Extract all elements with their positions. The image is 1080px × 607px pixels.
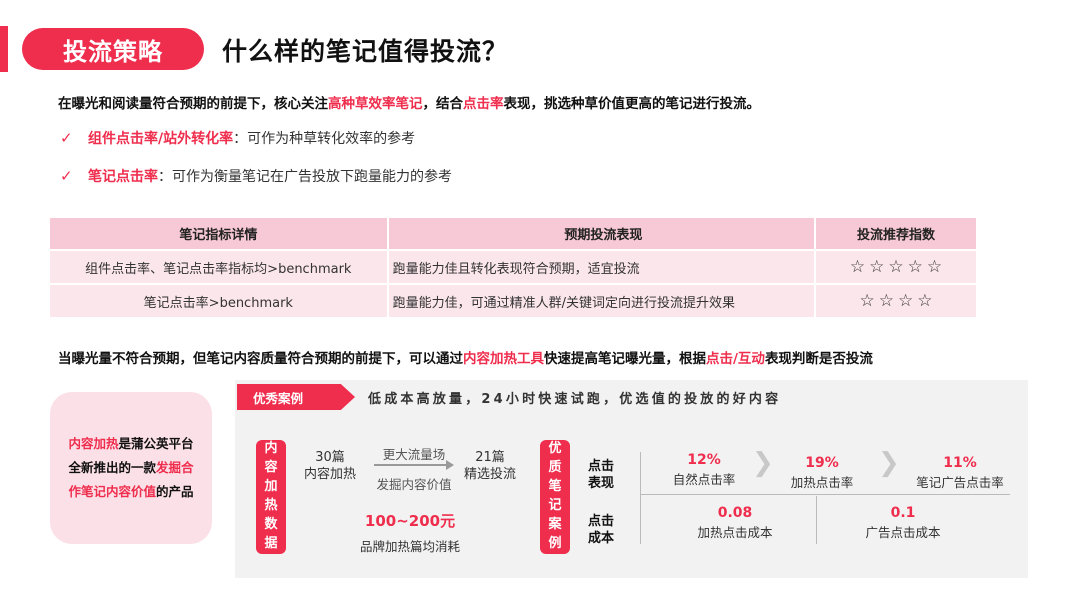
table-header: 笔记指标详情 [50,218,389,251]
check-item: ✓ 组件点击率/站外转化率 ：可作为种草转化效率的参考 [60,128,415,148]
lead-part2: 快速提高笔记曝光量，根据 [544,351,706,367]
cost-row-label-1: 点击 [588,514,615,529]
metrics-table: 笔记指标详情 预期投流表现 投流推荐指数 组件点击率、笔记点击率指标均>benc… [50,218,978,319]
card-hl-3: 作笔记内容价值 [68,483,156,499]
table-cell-metric: 笔记点击率>benchmark [50,284,389,319]
table-row: 笔记点击率>benchmark 跑量能力佳，可通过精准人群/关键词定向进行投流提… [50,284,978,319]
intro-part3: 表现，挑选种草价值更高的笔记进行投流。 [503,96,761,112]
star-rating: ☆ ☆ ☆ ☆ [860,291,933,311]
star-outline-icon: ☆ [869,257,885,277]
page-title: 什么样的笔记值得投流？ [222,37,509,66]
arrow-bottom-text: 发掘内容价值 [376,477,452,492]
intro-part1: 在曝光和阅读量符合预期的前提下，核心关注 [58,96,328,112]
arrow-right-icon [374,460,454,470]
second-lead-text: 当曝光量不符合预期，但笔记内容质量符合预期的前提下，可以通过内容加热工具快速提高… [58,347,873,367]
intro-highlight-2: 点击率 [463,96,504,112]
card-hl-1: 内容加热 [68,436,119,452]
star-outline-icon: ☆ [859,291,875,311]
star-outline-icon: ☆ [917,291,933,311]
chevron-right-icon: ❯ [752,448,774,478]
click-row-label-2: 表现 [588,476,615,491]
table-header-row: 笔记指标详情 预期投流表现 投流推荐指数 [50,218,978,251]
check-desc: ：可作为衡量笔记在广告投放下跑量能力的参考 [158,169,452,185]
divider [816,496,817,544]
heat-data-label: 内容加热数据 [256,440,286,554]
check-icon: ✓ [60,129,73,147]
card-text-2: 全新推出的一款 [68,460,156,476]
chevron-right-icon: ❯ [878,448,900,478]
intro-text: 在曝光和阅读量符合预期的前提下，核心关注高种草效率笔记，结合点击率表现，挑选种草… [58,92,760,112]
divider [640,494,1010,495]
content-heat-card: 内容加热是蒲公英平台 全新推出的一款发掘合 作笔记内容价值的产品 [50,392,212,544]
count-from-label: 内容加热 [303,467,356,482]
lead-highlight-1: 内容加热工具 [463,351,544,367]
check-item: ✓ 笔记点击率 ：可作为衡量笔记在广告投放下跑量能力的参考 [60,166,452,186]
rate-label: 笔记广告点击率 [916,475,1004,490]
divider [640,452,641,544]
section-tag: 投流策略 [22,28,204,70]
table-header: 预期投流表现 [387,218,817,251]
check-term: 组件点击率/站外转化率 [88,131,234,147]
rate-value: 19% [805,455,839,471]
count-to-label: 精选投流 [463,467,516,482]
star-outline-icon: ☆ [849,257,866,277]
star-rating: ☆ ☆ ☆ ☆ ☆ [850,257,942,277]
arrow-top-text: 更大流量场 [382,447,446,462]
case-slogan: 低成本高放量，24小时快速试跑，优选值的投放的好内容 [368,392,782,407]
cost-value-label: 广告点击成本 [865,525,941,540]
rate-label: 加热点击率 [790,475,854,490]
table-cell-rating: ☆ ☆ ☆ ☆ [815,284,978,319]
card-hl-2: 发掘合 [156,460,194,476]
cost-range: 100~200元 [364,512,456,530]
lead-part3: 表现判断是否投流 [764,351,873,367]
star-outline-icon: ☆ [888,257,904,277]
rate-value: 11% [943,455,977,471]
card-text-1: 是蒲公英平台 [118,436,194,452]
click-row-label-1: 点击 [588,459,615,474]
star-outline-icon: ☆ [898,291,914,311]
count-from: 30篇 [315,450,345,465]
lead-part1: 当曝光量不符合预期，但笔记内容质量符合预期的前提下，可以通过 [58,351,463,367]
count-to: 21篇 [475,450,505,465]
check-icon: ✓ [60,167,73,185]
intro-part2: ，结合 [422,96,464,112]
cost-value: 0.1 [890,505,916,521]
cost-value-label: 加热点击成本 [697,525,773,540]
table-cell-expect: 跑量能力佳，可通过精准人群/关键词定向进行投流提升效果 [387,284,817,319]
rate-label: 自然点击率 [672,472,736,487]
case-panel [235,380,1028,578]
cost-label: 品牌加热篇均消耗 [359,539,460,554]
star-outline-icon: ☆ [878,291,895,311]
cost-row-label-2: 成本 [588,531,615,546]
content-heat-card-text: 内容加热是蒲公英平台 全新推出的一款发掘合 作笔记内容价值的产品 [68,432,193,503]
card-text-3: 的产品 [156,483,194,499]
case-tag: 优秀案例 [237,384,355,410]
check-term: 笔记点击率 [88,169,158,185]
lead-highlight-2: 点击/互动 [706,351,765,367]
intro-highlight-1: 高种草效率笔记 [328,96,423,112]
table-cell-rating: ☆ ☆ ☆ ☆ ☆ [815,250,978,285]
table-cell-metric: 组件点击率、笔记点击率指标均>benchmark [50,250,389,285]
check-desc: ：可作为种草转化效率的参考 [233,131,416,147]
table-header: 投流推荐指数 [815,218,978,251]
accent-bar [0,26,8,72]
table-cell-expect: 跑量能力佳且转化表现符合预期，适宜投流 [387,250,817,285]
rate-value: 12% [687,452,721,468]
cost-value: 0.08 [717,505,753,521]
star-outline-icon: ☆ [926,257,943,277]
star-outline-icon: ☆ [907,257,923,277]
quality-case-label: 优质笔记案例 [540,440,570,554]
table-row: 组件点击率、笔记点击率指标均>benchmark 跑量能力佳且转化表现符合预期，… [50,250,978,285]
